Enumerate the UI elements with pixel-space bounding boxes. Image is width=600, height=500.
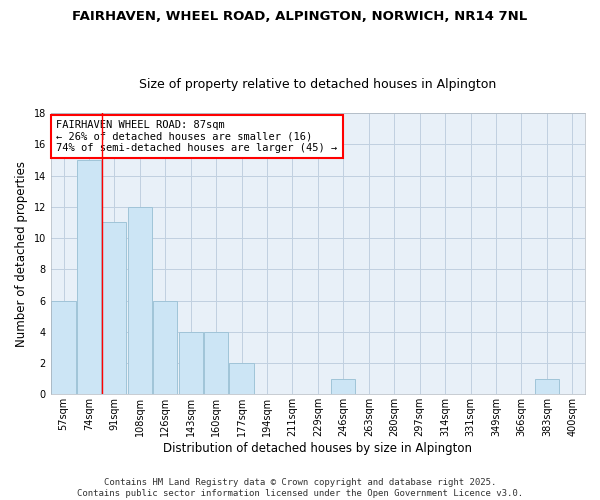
Bar [229,363,254,394]
Text: Contains HM Land Registry data © Crown copyright and database right 2025.
Contai: Contains HM Land Registry data © Crown c… [77,478,523,498]
Bar [179,332,203,394]
Bar [153,300,178,394]
Bar [204,332,228,394]
Text: FAIRHAVEN, WHEEL ROAD, ALPINGTON, NORWICH, NR14 7NL: FAIRHAVEN, WHEEL ROAD, ALPINGTON, NORWIC… [73,10,527,23]
Bar [128,207,152,394]
Y-axis label: Number of detached properties: Number of detached properties [15,160,28,346]
Bar [331,378,355,394]
Title: Size of property relative to detached houses in Alpington: Size of property relative to detached ho… [139,78,497,91]
Bar [77,160,101,394]
Text: FAIRHAVEN WHEEL ROAD: 87sqm
← 26% of detached houses are smaller (16)
74% of sem: FAIRHAVEN WHEEL ROAD: 87sqm ← 26% of det… [56,120,337,153]
Bar [103,222,127,394]
X-axis label: Distribution of detached houses by size in Alpington: Distribution of detached houses by size … [163,442,472,455]
Bar [52,300,76,394]
Bar [535,378,559,394]
